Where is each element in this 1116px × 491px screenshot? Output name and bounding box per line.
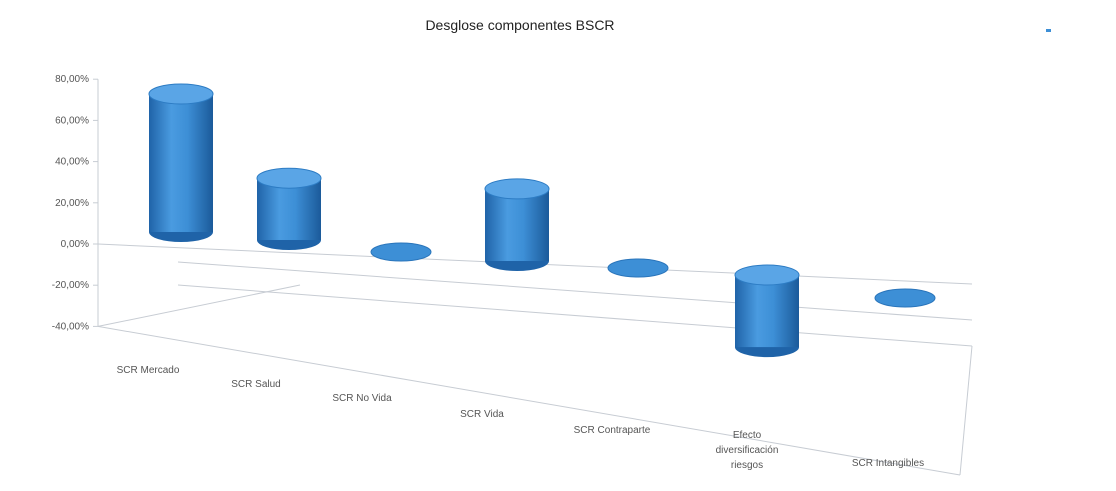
y-tick-label: 20,00% [55, 198, 89, 209]
chart-title: Desglose componentes BSCR [425, 17, 614, 33]
bar-top [484, 178, 550, 200]
category-labels: SCR Mercado SCR Salud SCR No Vida SCR Vida S… [117, 365, 925, 471]
bar-body [149, 93, 213, 232]
bar-top [256, 167, 322, 189]
y-tick-label: -40,00% [52, 321, 89, 332]
bar [874, 288, 936, 308]
category-label: SCR Contraparte [574, 425, 651, 436]
bar-disc [607, 258, 669, 278]
bar-disc [370, 242, 432, 262]
bar-top [734, 264, 800, 286]
bar [148, 83, 214, 242]
y-tick-label: 40,00% [55, 157, 89, 168]
floor-left-edge [97, 284, 301, 327]
bar [370, 242, 432, 262]
y-axis-ticks: 80,00% 60,00% 40,00% 20,00% 0,00% -20,00% -40,… [52, 74, 98, 332]
y-tick-label: 80,00% [55, 74, 89, 85]
y-tick-label: -20,00% [52, 280, 89, 291]
category-label: riesgos [731, 460, 763, 471]
floor-back-edge [177, 284, 973, 347]
bar-disc [874, 288, 936, 308]
category-label: Efecto [733, 430, 762, 441]
category-label: SCR Intangibles [852, 458, 924, 469]
y-tick-label: 0,00% [61, 239, 89, 250]
floor-right-edge [959, 345, 973, 476]
zero-line-front [177, 261, 973, 321]
category-label: SCR Vida [460, 409, 504, 420]
bars [148, 83, 936, 358]
bar [484, 178, 550, 271]
legend [1046, 29, 1051, 32]
legend-swatch [1046, 29, 1051, 32]
y-tick-label: 60,00% [55, 115, 89, 126]
bar [607, 258, 669, 278]
category-label: SCR No Vida [332, 393, 392, 404]
category-label: diversificación [716, 445, 779, 456]
category-label: SCR Salud [231, 379, 280, 390]
floor-front-edge [97, 325, 961, 476]
category-label: SCR Mercado [117, 365, 180, 376]
bar-body [485, 188, 549, 261]
bar [734, 264, 800, 358]
bar-body [735, 275, 799, 348]
bar [256, 167, 322, 250]
bar-top [148, 83, 214, 105]
axes [97, 79, 973, 476]
